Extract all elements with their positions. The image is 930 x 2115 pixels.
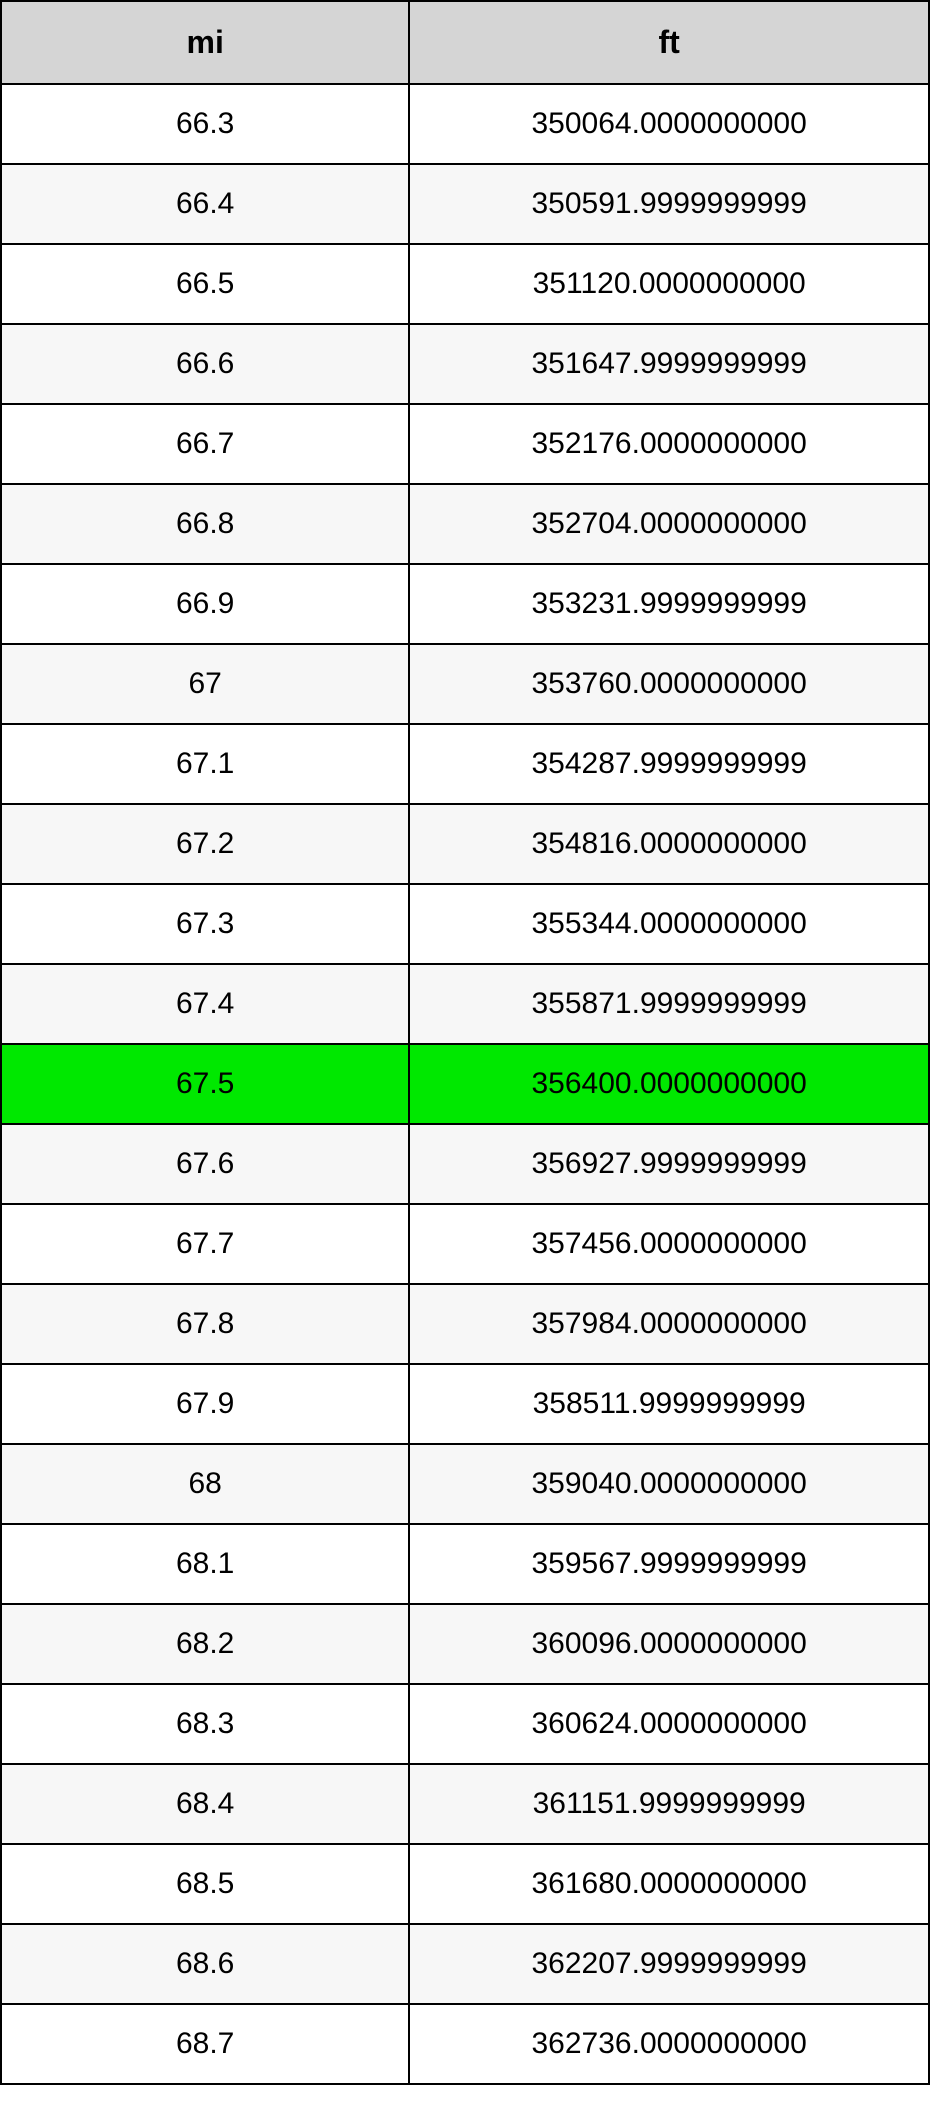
table-row: 66.8352704.0000000000 [1,484,929,564]
cell-ft: 353231.9999999999 [409,564,929,644]
table-row: 68.5361680.0000000000 [1,1844,929,1924]
table-row: 66.5351120.0000000000 [1,244,929,324]
table-row: 67.7357456.0000000000 [1,1204,929,1284]
cell-ft: 351647.9999999999 [409,324,929,404]
cell-mi: 67.8 [1,1284,409,1364]
cell-ft: 359567.9999999999 [409,1524,929,1604]
cell-ft: 360096.0000000000 [409,1604,929,1684]
cell-mi: 67.6 [1,1124,409,1204]
table-row: 66.7352176.0000000000 [1,404,929,484]
cell-ft: 360624.0000000000 [409,1684,929,1764]
table-row-highlighted: 67.5356400.0000000000 [1,1044,929,1124]
cell-ft: 354287.9999999999 [409,724,929,804]
table-row: 67.6356927.9999999999 [1,1124,929,1204]
cell-ft: 355871.9999999999 [409,964,929,1044]
table-row: 68.2360096.0000000000 [1,1604,929,1684]
table-row: 67.1354287.9999999999 [1,724,929,804]
cell-mi: 67.7 [1,1204,409,1284]
cell-mi: 68.7 [1,2004,409,2084]
table-row: 68.7362736.0000000000 [1,2004,929,2084]
cell-mi: 67 [1,644,409,724]
table-row: 66.4350591.9999999999 [1,164,929,244]
cell-ft: 361680.0000000000 [409,1844,929,1924]
table-row: 68.1359567.9999999999 [1,1524,929,1604]
table-row: 68.3360624.0000000000 [1,1684,929,1764]
cell-mi: 68.5 [1,1844,409,1924]
cell-ft: 357456.0000000000 [409,1204,929,1284]
cell-mi: 68 [1,1444,409,1524]
cell-ft: 350591.9999999999 [409,164,929,244]
cell-mi: 67.4 [1,964,409,1044]
column-header-mi: mi [1,1,409,84]
table-row: 66.3350064.0000000000 [1,84,929,164]
cell-mi: 67.5 [1,1044,409,1124]
cell-ft: 362736.0000000000 [409,2004,929,2084]
cell-mi: 66.8 [1,484,409,564]
cell-mi: 66.3 [1,84,409,164]
cell-mi: 66.9 [1,564,409,644]
cell-ft: 358511.9999999999 [409,1364,929,1444]
cell-mi: 68.4 [1,1764,409,1844]
cell-ft: 355344.0000000000 [409,884,929,964]
cell-mi: 67.3 [1,884,409,964]
table-row: 68.4361151.9999999999 [1,1764,929,1844]
conversion-table: mi ft 66.3350064.0000000000 66.4350591.9… [0,0,930,2085]
cell-mi: 66.5 [1,244,409,324]
cell-ft: 352704.0000000000 [409,484,929,564]
table-body: 66.3350064.0000000000 66.4350591.9999999… [1,84,929,2084]
cell-mi: 67.1 [1,724,409,804]
cell-ft: 353760.0000000000 [409,644,929,724]
cell-ft: 361151.9999999999 [409,1764,929,1844]
cell-ft: 351120.0000000000 [409,244,929,324]
cell-mi: 68.1 [1,1524,409,1604]
table-row: 66.9353231.9999999999 [1,564,929,644]
cell-ft: 359040.0000000000 [409,1444,929,1524]
cell-mi: 66.7 [1,404,409,484]
cell-mi: 66.6 [1,324,409,404]
table-row: 67.2354816.0000000000 [1,804,929,884]
cell-mi: 68.3 [1,1684,409,1764]
cell-ft: 356400.0000000000 [409,1044,929,1124]
cell-ft: 356927.9999999999 [409,1124,929,1204]
cell-mi: 68.6 [1,1924,409,2004]
table-row: 67353760.0000000000 [1,644,929,724]
cell-mi: 67.9 [1,1364,409,1444]
table-row: 67.4355871.9999999999 [1,964,929,1044]
table-row: 68.6362207.9999999999 [1,1924,929,2004]
table-row: 66.6351647.9999999999 [1,324,929,404]
cell-mi: 67.2 [1,804,409,884]
cell-mi: 68.2 [1,1604,409,1684]
table-header-row: mi ft [1,1,929,84]
table-row: 68359040.0000000000 [1,1444,929,1524]
cell-ft: 352176.0000000000 [409,404,929,484]
cell-ft: 357984.0000000000 [409,1284,929,1364]
cell-ft: 362207.9999999999 [409,1924,929,2004]
column-header-ft: ft [409,1,929,84]
cell-ft: 350064.0000000000 [409,84,929,164]
table-row: 67.8357984.0000000000 [1,1284,929,1364]
cell-ft: 354816.0000000000 [409,804,929,884]
table-row: 67.3355344.0000000000 [1,884,929,964]
cell-mi: 66.4 [1,164,409,244]
table-row: 67.9358511.9999999999 [1,1364,929,1444]
